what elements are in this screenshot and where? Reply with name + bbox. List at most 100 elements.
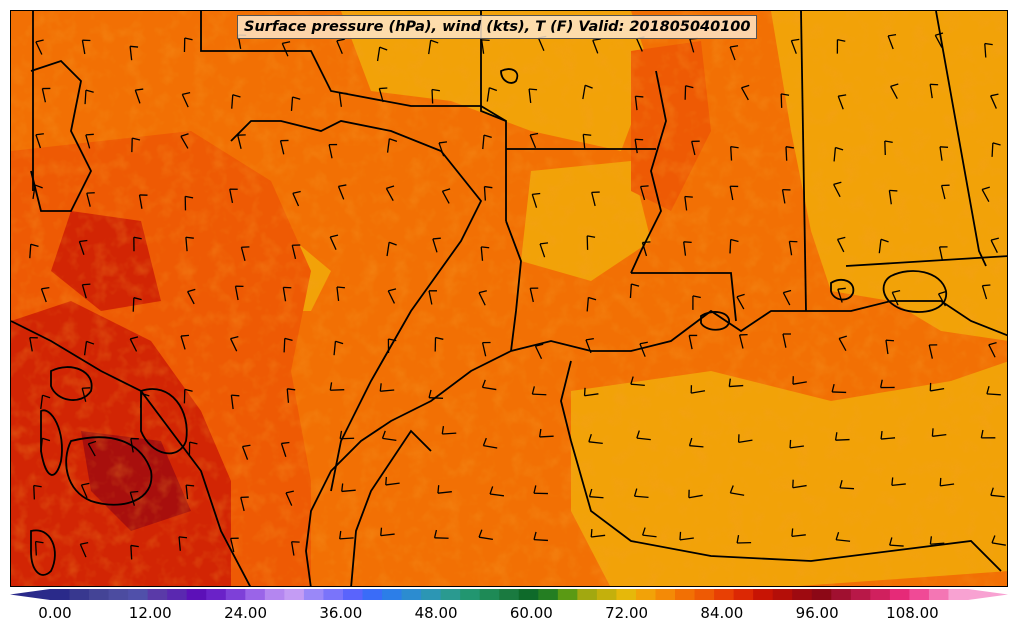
wind-barb <box>185 236 194 252</box>
wind-barb <box>241 444 251 460</box>
wind-barb <box>737 434 753 443</box>
wind-barb <box>690 385 706 394</box>
wind-barb <box>285 490 294 506</box>
colorbar-swatch <box>831 589 852 600</box>
colorbar-swatch <box>850 589 871 600</box>
wind-barb <box>428 39 439 55</box>
colorbar-tick-label: 36.00 <box>319 604 362 622</box>
colorbar-min-arrow <box>10 589 50 600</box>
louisiana-mississippi-boundary <box>631 272 737 322</box>
wind-barb <box>329 234 339 250</box>
rio-grande <box>11 320 251 586</box>
wind-barb <box>378 87 388 103</box>
florida-panhandle-boundary <box>845 255 1007 267</box>
colorbar-swatch <box>714 589 735 600</box>
wind-barb <box>333 340 344 356</box>
colorbar-swatch <box>479 589 500 600</box>
wind-barb <box>792 376 807 385</box>
wind-barb <box>386 241 397 257</box>
gulf-coast-louisiana <box>510 300 1007 352</box>
wind-barb <box>481 39 490 54</box>
wind-barb <box>586 235 596 250</box>
wind-barb <box>230 537 239 553</box>
wind-barb <box>281 41 291 57</box>
wind-barb <box>329 382 345 391</box>
wind-barb <box>133 236 142 252</box>
wind-barb <box>792 479 807 489</box>
mississippi-alabama-boundary <box>800 11 807 312</box>
wind-barb <box>837 287 846 303</box>
wind-barb <box>890 83 899 99</box>
wind-barb <box>441 426 457 435</box>
wind-barb <box>931 428 947 437</box>
wind-barb <box>782 289 792 306</box>
wind-barb <box>489 486 505 497</box>
wind-barb <box>729 485 745 496</box>
wind-barb <box>688 489 703 499</box>
texas-louisiana-boundary <box>505 220 522 352</box>
wind-barb <box>688 334 698 350</box>
wind-barb <box>81 387 91 402</box>
colorbar-swatch <box>69 589 90 600</box>
colorbar-swatch <box>557 589 578 600</box>
colorbar-swatch <box>753 589 774 600</box>
colorbar-tick-label: 108.00 <box>886 604 939 622</box>
colorbar-tick-label: 12.00 <box>129 604 172 622</box>
small-ring-la <box>830 279 855 301</box>
wind-barb <box>891 477 906 486</box>
wind-barb <box>836 38 846 54</box>
wind-barb <box>880 379 895 389</box>
wind-barb <box>934 32 944 48</box>
wind-barb <box>83 340 95 356</box>
wind-barb <box>939 146 949 161</box>
wind-barb <box>889 537 904 547</box>
wind-barb <box>884 140 893 155</box>
wind-barb <box>33 484 42 500</box>
colorbar-swatches <box>10 589 1008 600</box>
wind-barb <box>437 485 452 494</box>
wind-barb <box>441 188 451 204</box>
colorbar-swatch <box>401 589 422 600</box>
wind-barb <box>679 531 694 541</box>
wind-barb <box>434 336 444 352</box>
wind-barb <box>833 146 844 162</box>
wind-barb <box>428 389 444 399</box>
colorbar-tick-label: 48.00 <box>415 604 458 622</box>
colorbar-swatch <box>342 589 364 600</box>
wind-barb <box>431 88 441 104</box>
wind-barb <box>85 133 94 149</box>
colorbar-swatch <box>538 589 559 600</box>
wind-barb <box>183 37 193 52</box>
temperature-map <box>11 11 1007 586</box>
wind-barb <box>380 527 395 537</box>
colorbar-swatch <box>460 589 481 600</box>
wind-barb <box>40 394 51 410</box>
wind-barb <box>634 138 644 154</box>
wind-barb <box>728 378 744 388</box>
colorbar-tick-label: 96.00 <box>796 604 839 622</box>
map-panel <box>10 10 1008 587</box>
wind-barb <box>531 192 541 208</box>
wind-barb <box>181 91 191 108</box>
wind-barb <box>891 289 901 306</box>
colorbar-swatch <box>733 589 754 600</box>
wind-barb <box>279 139 289 155</box>
wind-barb <box>129 336 139 352</box>
colorbar-swatch <box>655 589 676 600</box>
wind-barb <box>87 440 97 457</box>
wind-barb <box>683 241 692 256</box>
wind-barb <box>984 42 993 58</box>
wind-barb <box>237 134 246 149</box>
wind-barb <box>586 296 597 312</box>
wind-barb <box>981 284 991 300</box>
map-title: Surface pressure (hPa), wind (kts), T (F… <box>237 15 758 39</box>
texas-coast <box>305 350 512 586</box>
wind-barb <box>478 529 493 540</box>
wind-barb <box>138 194 148 209</box>
wind-barb <box>41 87 51 103</box>
colorbar-swatch <box>792 589 813 600</box>
wind-barb <box>639 341 648 357</box>
colorbar-swatch <box>577 589 598 600</box>
wind-barb <box>229 336 239 352</box>
wind-barb <box>981 186 990 203</box>
